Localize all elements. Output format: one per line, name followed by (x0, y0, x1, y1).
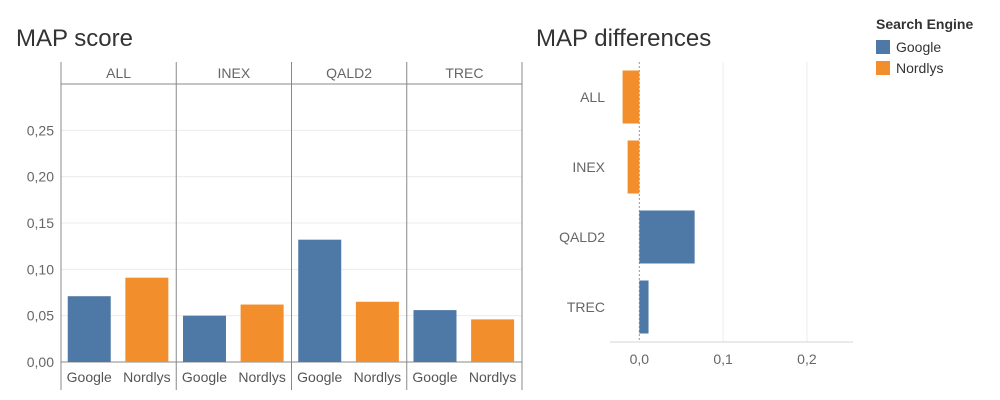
x-category-label: Google (297, 369, 342, 385)
nordlys-swatch (876, 60, 890, 75)
panel-header-all: ALL (106, 65, 131, 81)
legend: Search Engine Google Nordlys (876, 16, 973, 78)
panel-header-qald2: QALD2 (326, 65, 372, 81)
y-tick-label: 0,20 (27, 169, 54, 185)
x-tick-label: 0,2 (797, 351, 817, 367)
y-tick-label: 0,05 (27, 308, 54, 324)
diff-bar-qald2 (639, 210, 695, 264)
legend-title: Search Engine (876, 16, 974, 32)
panel-header-trec: TREC (445, 65, 483, 81)
y-category-label: ALL (580, 89, 605, 105)
chart-svg: MAP score MAP differences 0,00 0,05 0,10 0,… (16, 25, 853, 390)
x-category-label: Nordlys (238, 369, 285, 385)
x-category-label: Google (412, 369, 457, 385)
bar-trec-google (413, 310, 457, 362)
bar-qald2-google (298, 239, 342, 362)
diff-bar-inex (627, 140, 640, 194)
bar-all-google (67, 296, 111, 362)
x-category-label: Google (67, 369, 112, 385)
google-swatch (876, 39, 890, 54)
diff-bar-all (622, 70, 640, 124)
x-category-label: Nordlys (469, 369, 516, 385)
legend-item-nordlys[interactable]: Nordlys (876, 57, 973, 78)
y-tick-label: 0,00 (27, 354, 54, 370)
y-category-label: QALD2 (559, 229, 605, 245)
map-score-title: MAP score (16, 25, 133, 52)
panel-header-inex: INEX (218, 65, 251, 81)
x-category-label: Nordlys (123, 369, 170, 385)
legend-label-google: Google (896, 38, 942, 55)
x-tick-label: 0,1 (713, 351, 733, 367)
diff-bar-trec (639, 280, 649, 334)
legend-item-google[interactable]: Google (876, 36, 973, 57)
bar-qald2-nordlys (355, 301, 399, 362)
y-tick-label: 0,10 (27, 261, 54, 277)
y-category-label: TREC (567, 299, 605, 315)
bar-inex-nordlys (240, 304, 284, 362)
bar-inex-google (182, 315, 226, 362)
map-differences-title: MAP differences (536, 25, 711, 52)
bar-trec-nordlys (471, 319, 515, 362)
x-category-label: Google (182, 369, 227, 385)
y-tick-label: 0,25 (27, 122, 54, 138)
y-tick-label: 0,15 (27, 215, 54, 231)
legend-label-nordlys: Nordlys (896, 59, 944, 76)
x-tick-label: 0,0 (630, 351, 650, 367)
bar-all-nordlys (125, 277, 169, 362)
x-category-label: Nordlys (354, 369, 401, 385)
y-category-label: INEX (572, 159, 605, 175)
